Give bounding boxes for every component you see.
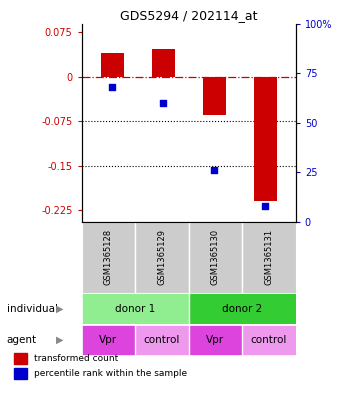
Bar: [14, 368, 27, 379]
Point: [262, 203, 268, 209]
Text: Vpr: Vpr: [206, 335, 224, 345]
Bar: [189, 325, 242, 355]
Bar: [82, 222, 135, 293]
Text: individual: individual: [7, 303, 58, 314]
Text: agent: agent: [7, 335, 37, 345]
Title: GDS5294 / 202114_at: GDS5294 / 202114_at: [120, 9, 257, 22]
Point: [109, 84, 115, 90]
Bar: [242, 222, 296, 293]
Text: Vpr: Vpr: [99, 335, 117, 345]
Bar: [101, 53, 124, 77]
Text: transformed count: transformed count: [34, 354, 118, 363]
Text: GSM1365129: GSM1365129: [157, 230, 166, 285]
Text: GSM1365131: GSM1365131: [265, 230, 273, 285]
Text: donor 1: donor 1: [115, 303, 155, 314]
Bar: [242, 325, 296, 355]
Text: GSM1365128: GSM1365128: [104, 230, 113, 285]
Bar: [135, 325, 189, 355]
Bar: [82, 294, 189, 323]
Text: GSM1365130: GSM1365130: [211, 230, 220, 285]
Bar: [82, 325, 135, 355]
Bar: [254, 77, 277, 201]
Text: ▶: ▶: [56, 335, 64, 345]
Bar: [135, 222, 189, 293]
Bar: [189, 222, 242, 293]
Bar: [189, 294, 296, 323]
Point: [211, 167, 217, 174]
Text: control: control: [251, 335, 287, 345]
Point: [160, 100, 166, 106]
Bar: [203, 77, 226, 116]
Bar: [14, 353, 27, 364]
Text: percentile rank within the sample: percentile rank within the sample: [34, 369, 187, 378]
Text: donor 2: donor 2: [222, 303, 262, 314]
Text: control: control: [144, 335, 180, 345]
Bar: [152, 49, 175, 77]
Text: ▶: ▶: [56, 303, 64, 314]
